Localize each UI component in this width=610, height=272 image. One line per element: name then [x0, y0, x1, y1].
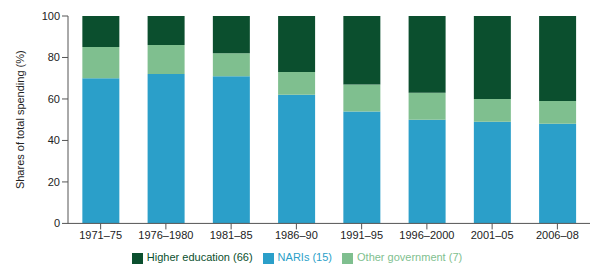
svg-text:1996–2000: 1996–2000 — [399, 229, 454, 241]
svg-text:1976–1980: 1976–1980 — [138, 229, 193, 241]
svg-text:2006–08: 2006–08 — [536, 229, 579, 241]
svg-text:0: 0 — [54, 217, 60, 229]
svg-text:100: 100 — [42, 10, 60, 22]
svg-text:60: 60 — [48, 93, 60, 105]
svg-text:Shares of total spending (%): Shares of total spending (%) — [14, 50, 26, 189]
svg-text:1986–90: 1986–90 — [275, 229, 318, 241]
html-text:Other government (7): Other government (7) — [357, 251, 463, 264]
svg-text:80: 80 — [48, 51, 60, 63]
svg-text:1971–75: 1971–75 — [79, 229, 122, 241]
svg-text:1991–95: 1991–95 — [340, 229, 383, 241]
svg-text:2001–05: 2001–05 — [471, 229, 514, 241]
svg-text:20: 20 — [48, 176, 60, 188]
html-text:NARIs (15): NARIs (15) — [277, 251, 332, 264]
svg-text:1981–85: 1981–85 — [210, 229, 253, 241]
svg-text:40: 40 — [48, 134, 60, 146]
html-text:Higher education (66): Higher education (66) — [146, 251, 253, 264]
